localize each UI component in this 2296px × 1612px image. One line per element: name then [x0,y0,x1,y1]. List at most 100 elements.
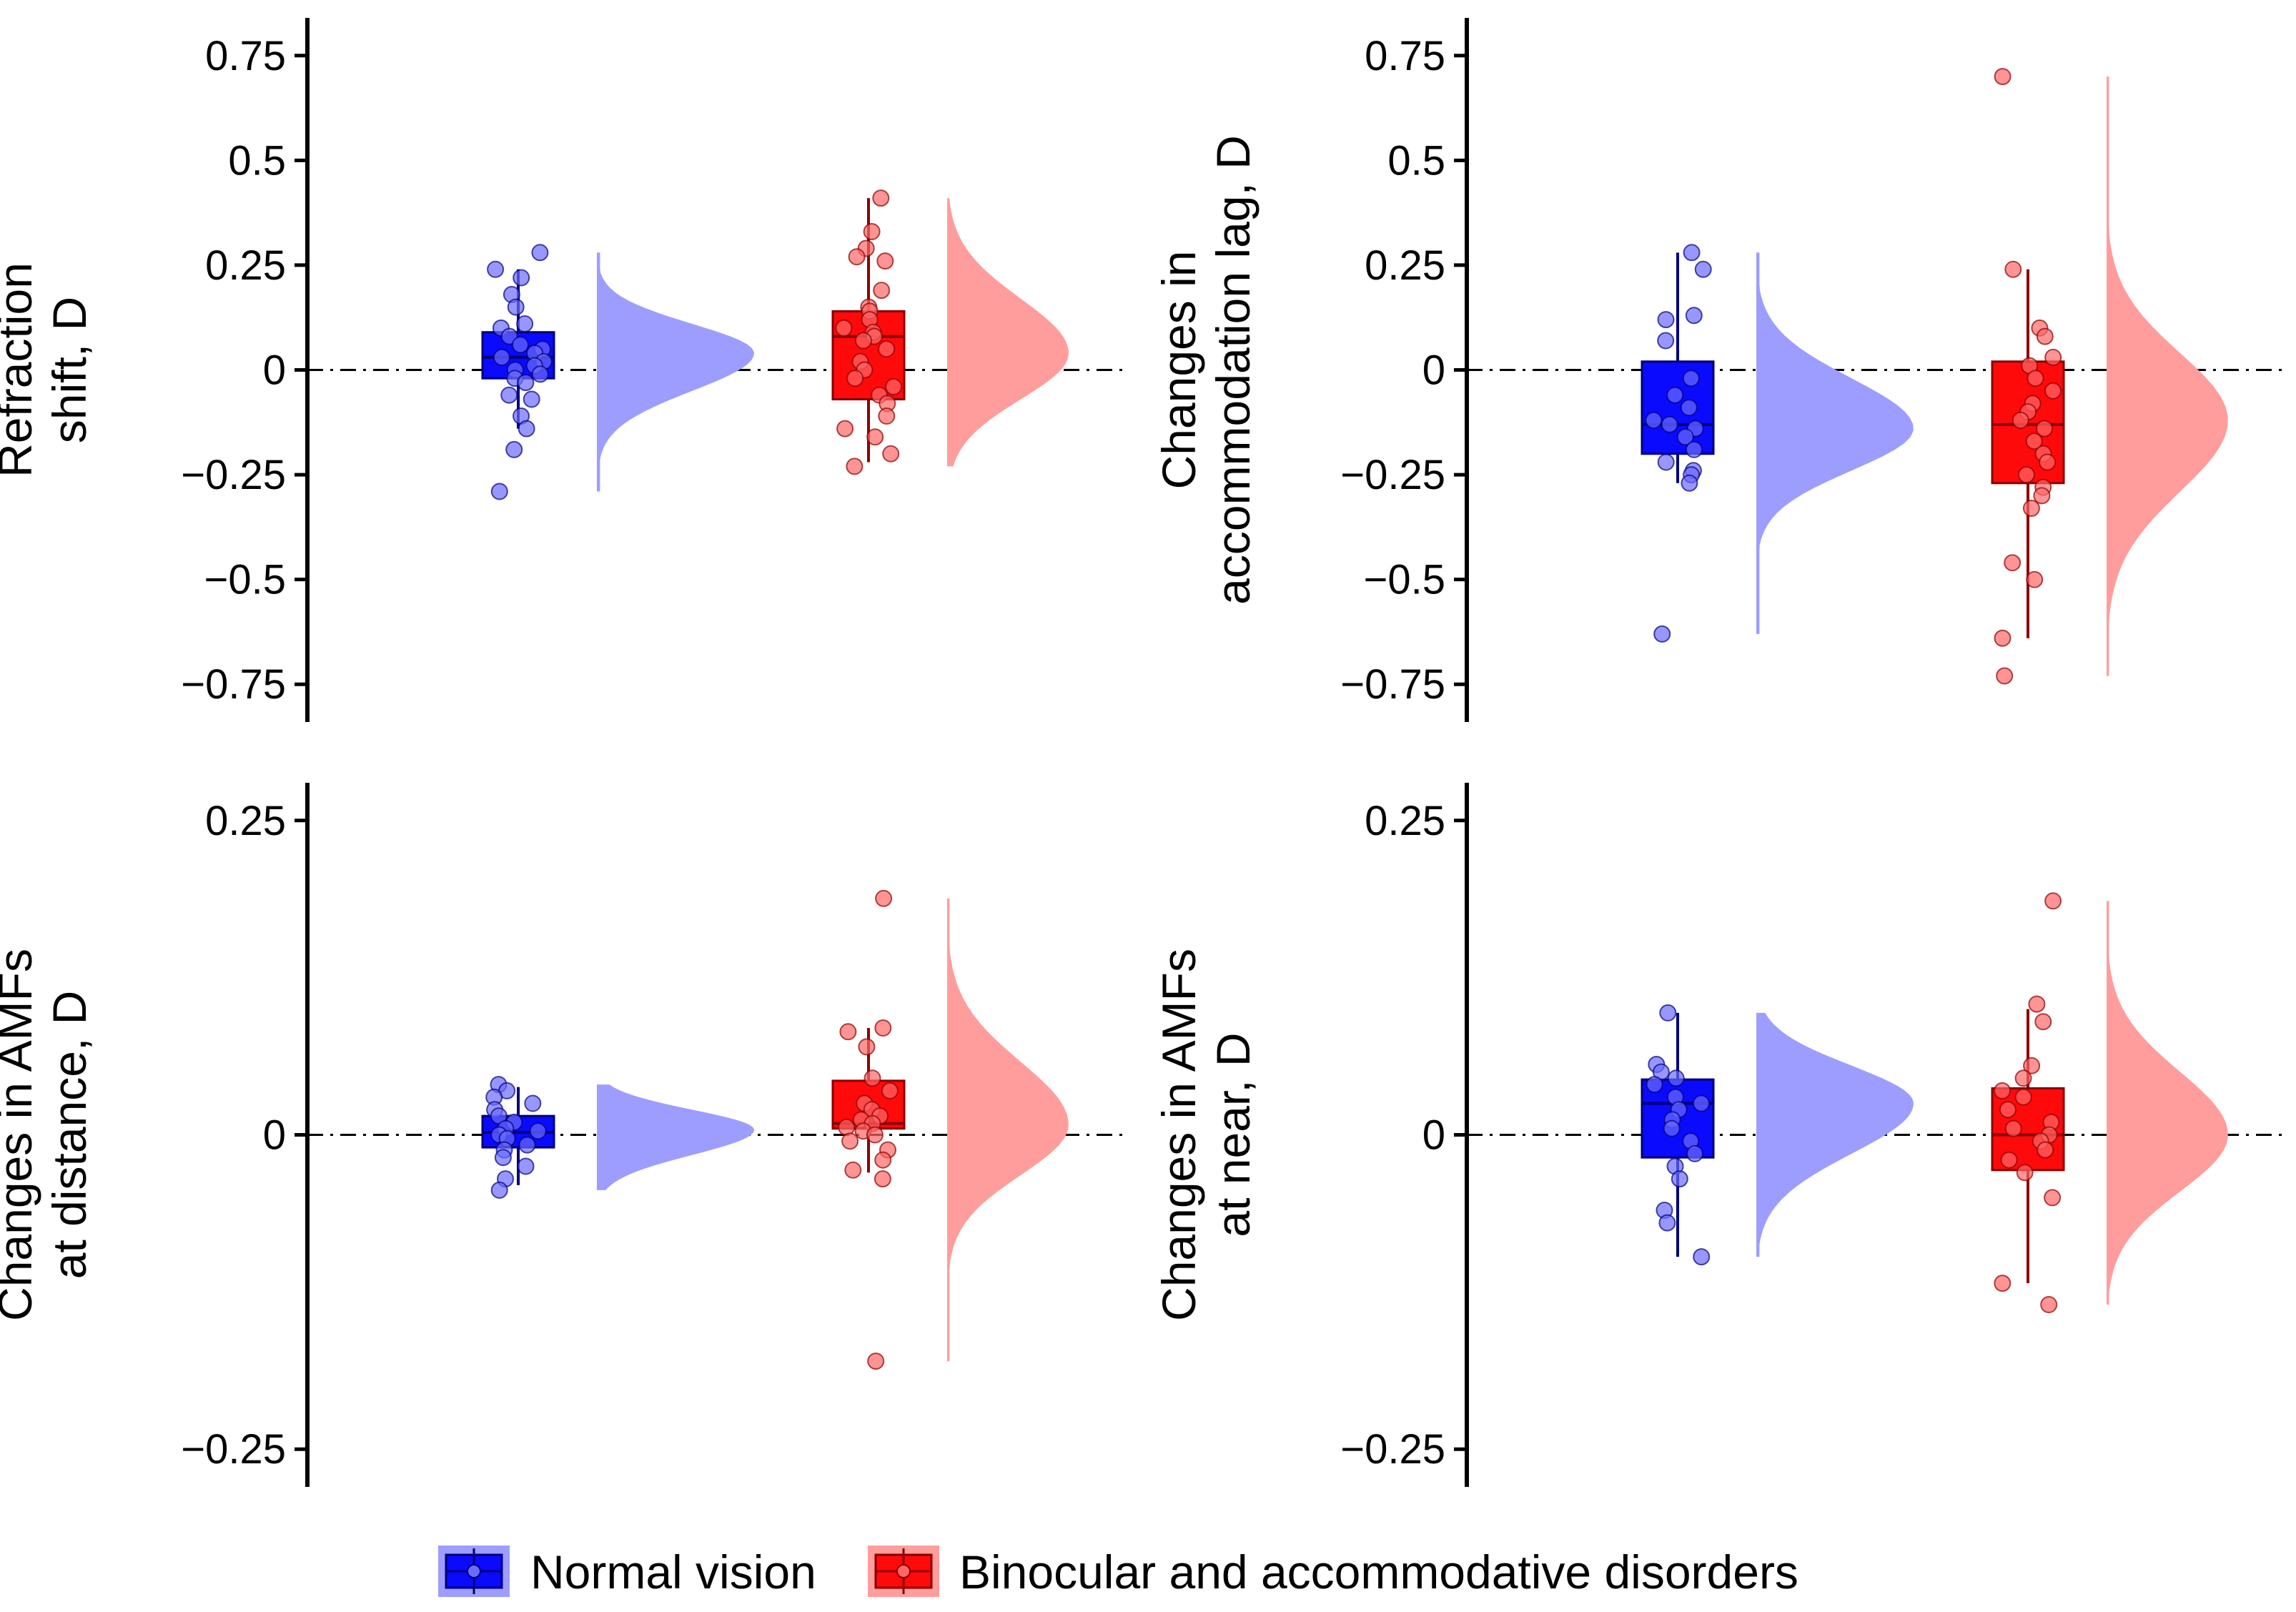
series-normal-vision [481,1076,754,1199]
legend-item-binocular-disorders: Binocular and accommodative disorders [868,1546,1798,1598]
y-tick-label: 0.25 [205,242,286,289]
data-point [1657,332,1675,350]
y-axis-title-line: at near, D [1207,1032,1260,1237]
data-point [1667,1069,1685,1087]
data-point [846,458,864,475]
data-point [881,1082,899,1099]
data-point [2017,466,2035,484]
data-point [511,336,529,354]
data-point [1658,1214,1676,1232]
data-point [1676,428,1694,446]
data-point [867,1353,885,1370]
data-point [866,428,884,446]
data-point [2044,382,2062,400]
data-point [531,244,549,262]
data-point [1996,667,2014,685]
y-tick-label: −0.25 [181,1426,286,1473]
data-point [1682,370,1700,387]
data-point [1659,1004,1677,1022]
y-tick-label: −0.25 [181,452,286,498]
data-point [1657,311,1675,329]
data-point [2014,1069,2032,1087]
data-point [874,1019,892,1037]
y-tick-label: −0.25 [1340,452,1445,498]
data-point [1645,411,1663,429]
y-tick-label: 0.25 [205,798,286,844]
data-point [1666,386,1684,404]
series-binocular-disorders [831,889,1069,1370]
y-tick-label: −0.5 [204,557,287,603]
data-point [2004,554,2022,572]
data-point [848,248,866,266]
data-point [2044,1189,2062,1207]
y-tick-label: −0.5 [1364,557,1446,603]
data-point [878,407,896,425]
data-point [876,252,894,270]
data-point [874,1151,892,1169]
data-point [500,386,518,404]
data-point [1657,453,1675,471]
data-point [490,483,508,500]
data-point [874,1170,891,1188]
y-tick-label: 0.5 [1387,137,1445,184]
y-tick-label: 0.5 [228,137,286,184]
data-point [1681,474,1698,492]
data-point [1685,307,1703,325]
data-point [1694,260,1712,278]
series-normal-vision [1641,1004,1914,1266]
data-point [866,1126,884,1144]
data-point [2014,1088,2032,1106]
data-point [2036,327,2054,345]
data-point [858,1038,876,1056]
density-cloud [1756,1012,1914,1257]
series-binocular-disorders [1991,68,2228,685]
data-point [2034,1013,2052,1031]
data-point [878,340,896,358]
y-axis-title: Changes inaccommodation lag, D [1152,135,1260,605]
data-point [493,348,510,366]
y-axis-title-line: Refraction [0,262,41,478]
data-point [2004,1119,2022,1137]
series-binocular-disorders [831,189,1069,475]
data-point [2025,432,2043,450]
data-point [2027,370,2044,387]
data-point [523,390,540,408]
y-axis-title-line: accommodation lag, D [1207,135,1260,605]
data-point [1685,440,1703,458]
data-point [1693,1248,1711,1266]
data-point [2028,995,2046,1013]
data-point [2039,453,2057,471]
panel-1: 0.75 0.5 0.25 0 −0.25 −0.5 −0.75 Refractionshif… [0,18,1128,722]
y-axis-title: Changes in AMFsat near, D [1152,949,1260,1321]
data-point [2033,487,2051,505]
y-tick-label: 0 [1422,1112,1445,1159]
y-tick-label: 0 [263,1112,286,1159]
series-normal-vision [481,244,754,500]
data-point [513,269,530,287]
data-point [529,1122,547,1140]
data-point [1693,1094,1710,1112]
data-point [2000,1151,2018,1169]
data-point [2004,260,2022,278]
data-point [835,319,853,337]
data-point [1999,1101,2017,1119]
data-point [2022,500,2040,517]
data-point [518,420,535,437]
data-point [2026,570,2044,588]
data-point [854,332,872,350]
data-point [1994,1082,2012,1099]
legend-label-binocular-disorders: Binocular and accommodative disorders [959,1546,1798,1598]
data-point [2044,348,2062,366]
density-cloud [597,1084,754,1190]
y-axis-title-line: Changes in [1152,251,1205,490]
y-tick-label: 0.75 [1365,33,1445,79]
density-cloud [2107,901,2228,1305]
data-point [490,1181,508,1199]
density-cloud [947,198,1069,467]
data-point [1661,415,1678,433]
density-cloud [947,898,1069,1362]
data-point [531,365,549,383]
data-point [516,315,534,332]
legend-label-normal-vision: Normal vision [530,1546,816,1598]
